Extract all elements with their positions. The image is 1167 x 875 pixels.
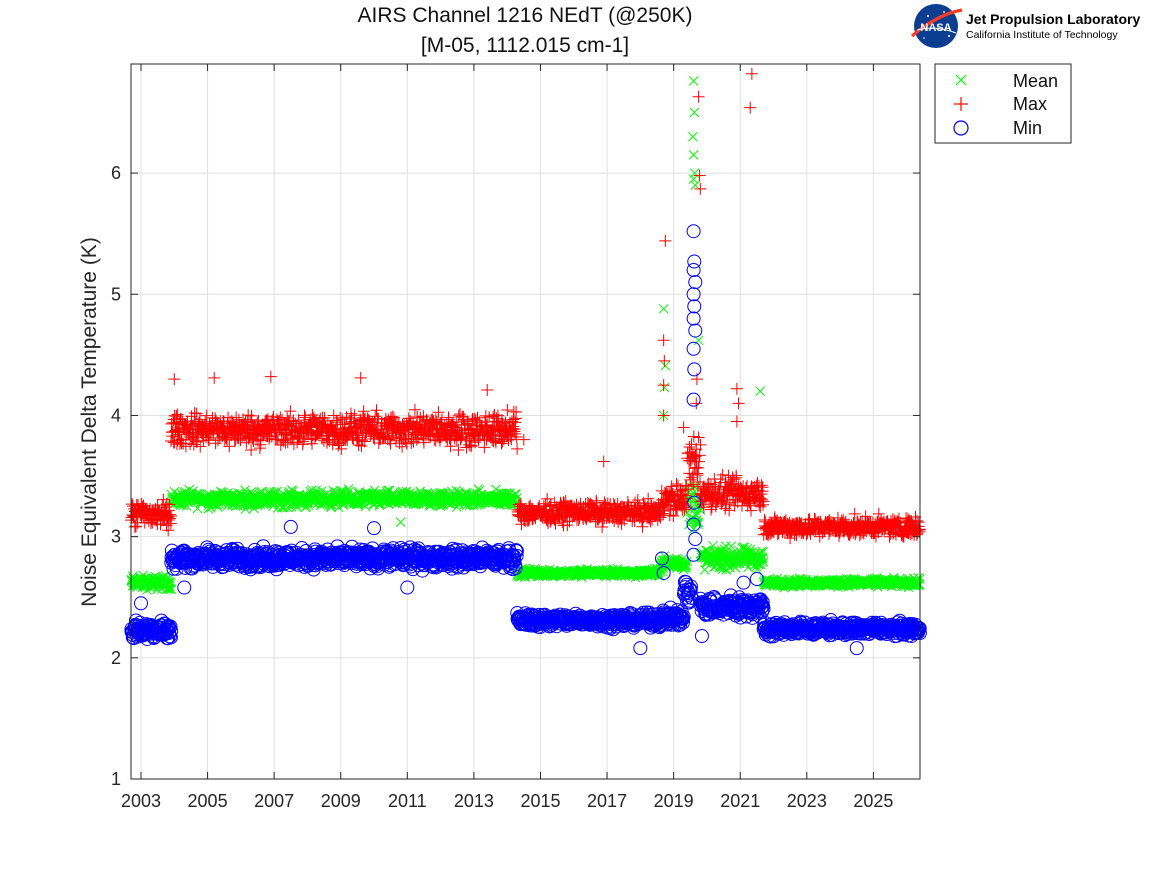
chart-subtitle: [M-05, 1112.015 cm-1] [421, 34, 629, 57]
mean-point [434, 500, 444, 511]
mean-point [511, 489, 521, 499]
series-mean [126, 76, 925, 595]
y-axis-label: Noise Equivalent Delta Temperature (K) [78, 237, 101, 607]
mean-point [166, 584, 177, 595]
mean-point [142, 585, 152, 595]
chart-title: AIRS Channel 1216 NEdT (@250K) [358, 4, 693, 27]
mean-point [164, 581, 175, 591]
data-marks [124, 67, 927, 656]
mean-point [164, 577, 175, 588]
